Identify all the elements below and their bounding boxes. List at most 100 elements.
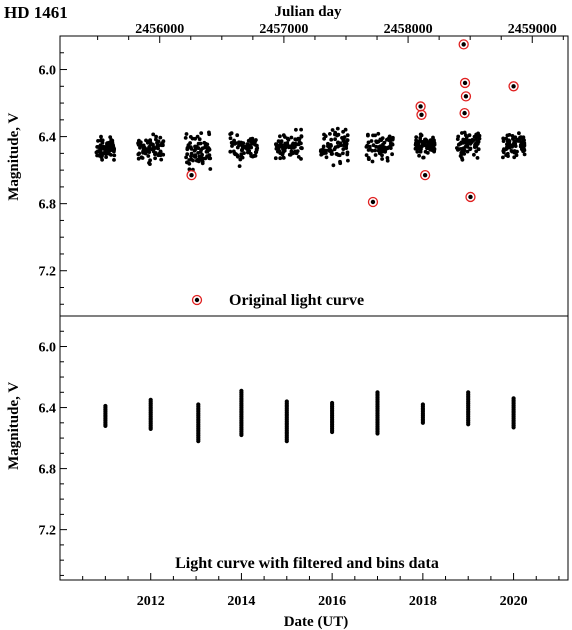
data-point bbox=[432, 142, 437, 147]
bin-point bbox=[284, 439, 289, 444]
data-point bbox=[385, 158, 390, 163]
data-point bbox=[280, 144, 284, 149]
data-point bbox=[425, 151, 430, 155]
data-point bbox=[108, 135, 113, 140]
outlier-point bbox=[418, 104, 423, 109]
data-point bbox=[239, 152, 244, 157]
data-point bbox=[460, 131, 464, 135]
data-point bbox=[418, 149, 423, 154]
data-point bbox=[510, 149, 515, 154]
outlier-ring bbox=[460, 91, 472, 102]
data-point bbox=[432, 138, 436, 143]
data-point bbox=[420, 140, 425, 144]
data-point bbox=[299, 134, 304, 139]
data-point bbox=[501, 155, 505, 160]
data-point bbox=[477, 133, 482, 138]
bottom-y-tick-label: 6.0 bbox=[39, 341, 57, 356]
data-point bbox=[253, 150, 258, 155]
outlier-point bbox=[189, 172, 194, 178]
data-point bbox=[189, 151, 194, 156]
data-point bbox=[203, 141, 208, 146]
data-point bbox=[387, 135, 392, 140]
data-point bbox=[330, 128, 335, 132]
data-point bbox=[287, 152, 292, 157]
data-point bbox=[153, 156, 158, 161]
data-point bbox=[95, 145, 100, 149]
data-point bbox=[158, 150, 163, 155]
data-point bbox=[415, 149, 420, 154]
data-point bbox=[289, 135, 294, 140]
data-point bbox=[107, 151, 111, 156]
outlier-ring bbox=[367, 196, 379, 208]
axis-ticks: 2012 2014 2016 2018 2020 2456000 2457000 245800… bbox=[39, 22, 564, 609]
data-point bbox=[200, 159, 205, 164]
outlier-point bbox=[468, 194, 473, 200]
data-point bbox=[283, 135, 287, 139]
data-point bbox=[461, 146, 466, 151]
data-point bbox=[294, 127, 298, 132]
data-point bbox=[140, 156, 145, 160]
bottom-tick-label: 2018 bbox=[409, 594, 437, 609]
data-point bbox=[247, 144, 251, 149]
outlier-point bbox=[370, 199, 376, 205]
outlier-point bbox=[462, 110, 467, 116]
top-axis-label: Julian day bbox=[274, 4, 342, 20]
data-point bbox=[382, 140, 387, 145]
data-point bbox=[280, 152, 285, 157]
data-point bbox=[278, 156, 283, 161]
data-point bbox=[501, 136, 506, 141]
data-point bbox=[156, 139, 160, 144]
data-point bbox=[198, 150, 203, 154]
data-point bbox=[158, 153, 163, 158]
data-point bbox=[185, 152, 190, 157]
data-point bbox=[328, 132, 332, 136]
data-point bbox=[324, 155, 329, 160]
data-point bbox=[299, 146, 303, 150]
data-point bbox=[333, 137, 337, 142]
data-point bbox=[473, 143, 477, 147]
data-point bbox=[98, 150, 102, 155]
data-point bbox=[245, 147, 249, 151]
data-point bbox=[153, 151, 158, 155]
data-point bbox=[364, 153, 369, 158]
data-point bbox=[146, 154, 151, 158]
bin-point bbox=[375, 431, 380, 436]
data-point bbox=[185, 160, 189, 165]
data-point bbox=[136, 152, 141, 157]
data-point bbox=[194, 144, 199, 149]
data-point bbox=[513, 144, 518, 149]
data-point bbox=[390, 152, 394, 157]
data-point bbox=[336, 144, 340, 149]
top-y-tick-label: 7.2 bbox=[39, 265, 57, 280]
data-point bbox=[324, 151, 328, 155]
data-point bbox=[329, 149, 333, 154]
data-point bbox=[328, 143, 333, 147]
data-point bbox=[154, 134, 159, 139]
bin-point bbox=[420, 420, 425, 425]
bin-point bbox=[196, 439, 201, 444]
data-point bbox=[373, 148, 377, 153]
bottom-panel-y-axis-label: Magnitude, V bbox=[6, 382, 22, 470]
data-point bbox=[231, 149, 236, 154]
data-point bbox=[191, 158, 195, 163]
data-point bbox=[274, 142, 278, 147]
data-point bbox=[294, 151, 299, 156]
data-point bbox=[370, 148, 374, 153]
data-point bbox=[343, 143, 347, 148]
data-point bbox=[472, 152, 476, 157]
bin-point bbox=[239, 432, 244, 438]
data-point bbox=[240, 147, 245, 152]
data-point bbox=[382, 147, 387, 152]
data-point bbox=[148, 162, 152, 167]
bottom-tick-label: 2014 bbox=[227, 594, 255, 609]
data-point bbox=[506, 154, 510, 159]
data-point bbox=[252, 153, 257, 158]
data-point bbox=[341, 129, 345, 134]
data-point bbox=[207, 156, 212, 161]
outlier-markers bbox=[186, 39, 519, 208]
top-tick-label: 2457000 bbox=[259, 22, 308, 37]
top-y-tick-label: 6.8 bbox=[39, 198, 57, 213]
top-panel-y-axis-label: Magnitude, V bbox=[6, 113, 22, 201]
bottom-y-tick-label: 6.4 bbox=[39, 402, 57, 417]
